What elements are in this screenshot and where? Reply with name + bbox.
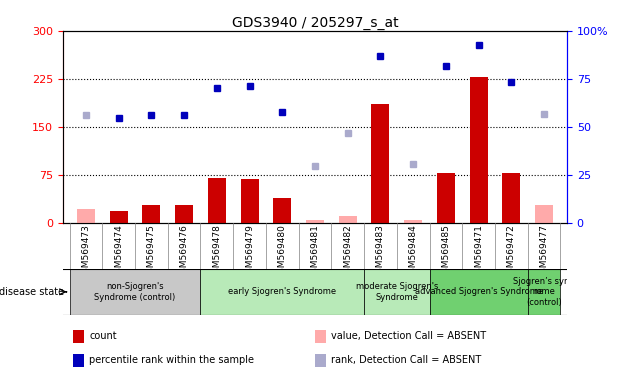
Text: moderate Sjogren's
Syndrome: moderate Sjogren's Syndrome	[355, 282, 438, 301]
Bar	[404, 220, 422, 223]
Bar	[175, 205, 193, 223]
Text: percentile rank within the sample: percentile rank within the sample	[89, 355, 255, 365]
Text: advanced Sjogren's Syndrome: advanced Sjogren's Syndrome	[415, 287, 542, 296]
Bar	[273, 199, 291, 223]
Text: rank, Detection Call = ABSENT: rank, Detection Call = ABSENT	[331, 355, 481, 365]
Text: non-Sjogren's
Syndrome (control): non-Sjogren's Syndrome (control)	[94, 282, 176, 301]
Bar	[200, 269, 364, 315]
Bar	[77, 209, 95, 223]
Text: value, Detection Call = ABSENT: value, Detection Call = ABSENT	[331, 331, 486, 341]
Bar	[73, 329, 84, 343]
Bar	[208, 178, 226, 223]
Bar	[306, 220, 324, 223]
Bar	[69, 269, 200, 315]
Text: disease state: disease state	[0, 287, 64, 297]
Bar	[364, 269, 430, 315]
Bar	[372, 104, 389, 223]
Bar	[430, 269, 528, 315]
Bar	[142, 205, 161, 223]
Bar	[469, 77, 488, 223]
Text: early Sjogren's Syndrome: early Sjogren's Syndrome	[228, 287, 336, 296]
Bar	[535, 205, 553, 223]
Bar	[110, 211, 128, 223]
Bar	[528, 269, 561, 315]
Text: Sjogren’s synd
rome
(control): Sjogren’s synd rome (control)	[513, 277, 575, 307]
Bar	[73, 354, 84, 367]
Bar	[315, 329, 326, 343]
Bar	[339, 216, 357, 223]
Bar	[315, 354, 326, 367]
Text: count: count	[89, 331, 117, 341]
Bar	[437, 173, 455, 223]
Bar	[502, 173, 520, 223]
Bar	[241, 179, 258, 223]
Title: GDS3940 / 205297_s_at: GDS3940 / 205297_s_at	[232, 16, 398, 30]
